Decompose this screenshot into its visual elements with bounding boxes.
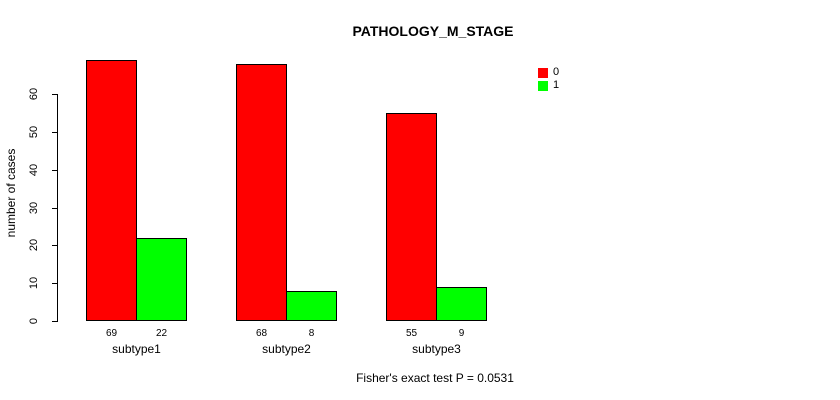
legend-swatch-0 — [538, 67, 548, 78]
legend-item-label: 0 — [553, 66, 560, 78]
bar-value-label: 9 — [458, 328, 465, 339]
chart-title: PATHOLOGY_M_STAGE — [352, 23, 514, 39]
legend-item: 1 — [538, 79, 559, 92]
y-tick-label: 10 — [28, 276, 40, 290]
bar-subtype1-series-0 — [86, 60, 137, 321]
bar-value-label: 22 — [155, 328, 168, 339]
y-axis-tick — [52, 94, 57, 95]
bar-value-label: 68 — [255, 328, 268, 339]
bar-subtype2-series-1 — [286, 291, 337, 321]
bar-value-label: 55 — [405, 328, 418, 339]
legend-swatch-1 — [538, 80, 548, 91]
legend-item: 0 — [538, 66, 559, 79]
bar-value-label: 8 — [308, 328, 315, 339]
y-axis-tick — [52, 208, 57, 209]
y-tick-label: 60 — [28, 87, 40, 101]
y-axis-tick — [52, 245, 57, 246]
bar-subtype1-series-1 — [136, 238, 187, 321]
category-label: subtype1 — [112, 342, 161, 356]
category-label: subtype3 — [412, 342, 461, 356]
y-tick-label: 50 — [28, 125, 40, 139]
legend-item-label: 1 — [553, 79, 560, 91]
y-tick-label: 30 — [28, 201, 40, 215]
bar-subtype2-series-0 — [236, 64, 287, 321]
y-axis-tick — [52, 321, 57, 322]
y-axis-tick — [52, 170, 57, 171]
bar-value-label: 69 — [105, 328, 118, 339]
y-tick-label: 0 — [28, 317, 40, 325]
category-label: subtype2 — [262, 342, 311, 356]
y-tick-label: 40 — [28, 163, 40, 177]
y-axis-tick — [52, 283, 57, 284]
y-tick-label: 20 — [28, 238, 40, 252]
y-axis-tick — [52, 132, 57, 133]
bar-subtype3-series-0 — [386, 113, 437, 321]
fisher-test-note: Fisher's exact test P = 0.0531 — [356, 371, 514, 385]
bar-subtype3-series-1 — [436, 287, 487, 321]
y-axis-line — [57, 94, 58, 322]
